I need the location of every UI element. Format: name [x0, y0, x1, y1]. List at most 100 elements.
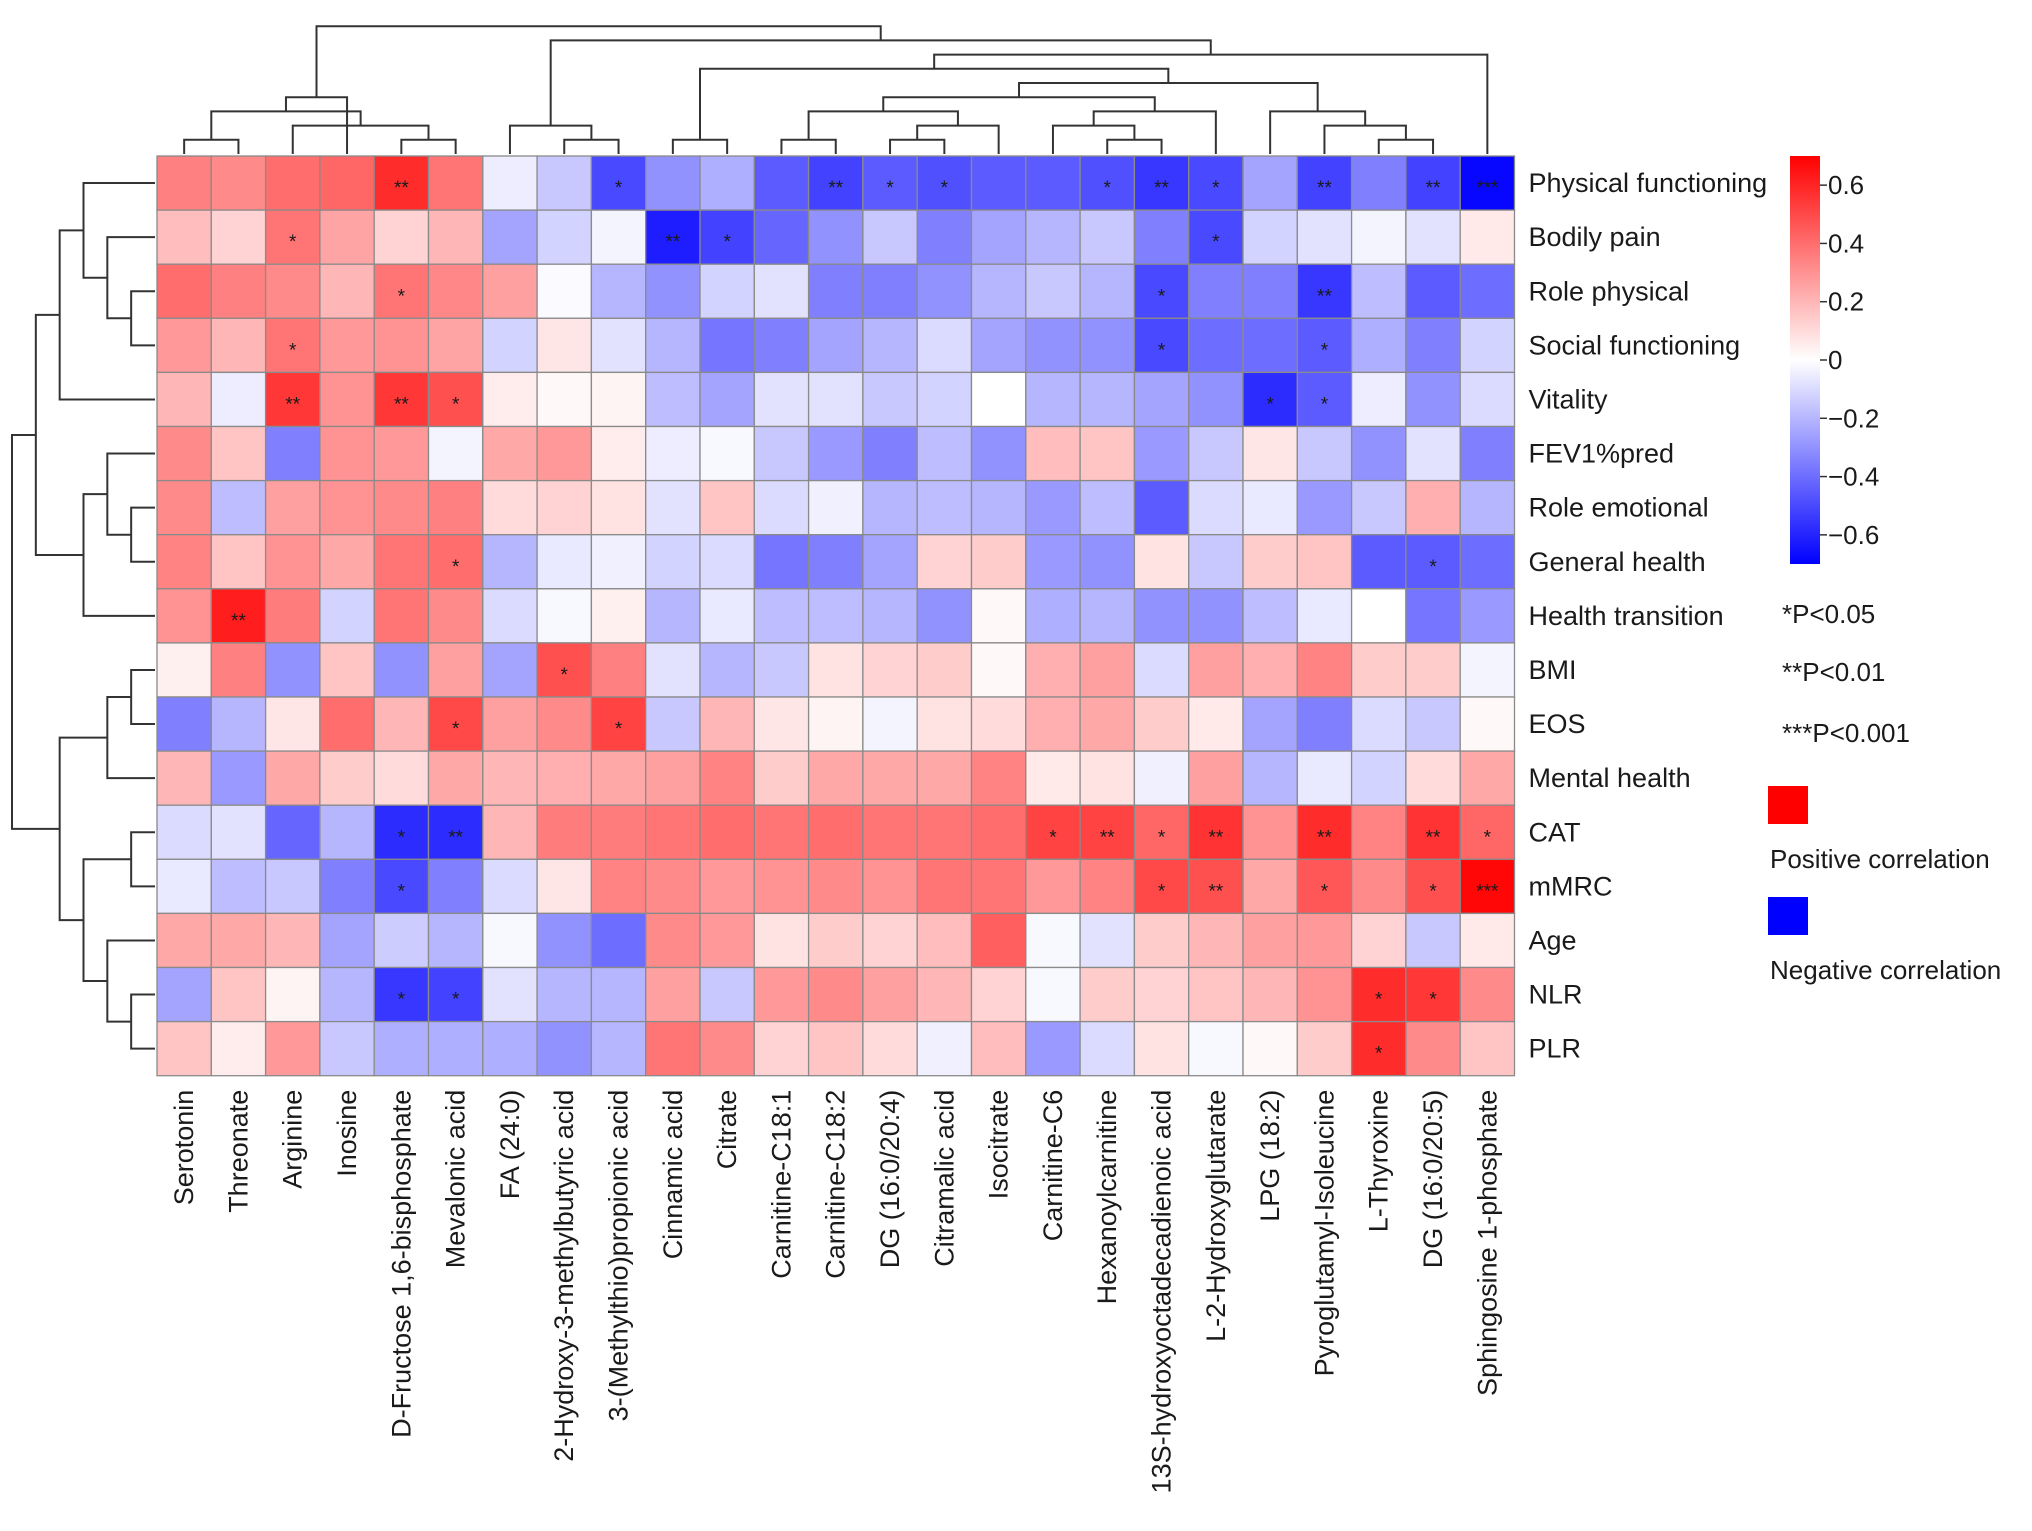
colorbar-tick-label: 0	[1828, 345, 1842, 375]
significance-star: **	[231, 611, 246, 632]
heatmap-cell	[319, 1020, 375, 1077]
heatmap-cell	[916, 317, 973, 374]
heatmap-cell	[536, 263, 593, 319]
heatmap-cell	[482, 534, 538, 590]
heatmap-cell	[1296, 642, 1353, 698]
column-label: Hexanoylcarnitine	[1092, 1090, 1122, 1305]
heatmap-cell	[807, 588, 864, 644]
heatmap-cell	[373, 1020, 430, 1077]
column-label: 2-Hydroxy-3-methylbutyric acid	[549, 1090, 579, 1462]
heatmap-cell	[210, 479, 267, 536]
significance-star: *	[398, 881, 406, 902]
row-label: Bodily pain	[1529, 222, 1661, 252]
heatmap-cell	[264, 534, 321, 590]
heatmap-cell	[1459, 425, 1516, 482]
heatmap-cell	[319, 479, 375, 536]
column-label: FA (24:0)	[495, 1090, 525, 1200]
heatmap-cell	[645, 155, 701, 211]
heatmap-cell	[699, 317, 755, 374]
heatmap-cell	[807, 263, 864, 319]
heatmap-cell	[1405, 479, 1461, 536]
heatmap-cell	[753, 263, 810, 319]
significance-star: *	[1049, 827, 1057, 848]
heatmap-cell	[1459, 588, 1516, 644]
heatmap-cell	[753, 696, 810, 752]
heatmap-cell	[645, 912, 701, 969]
heatmap-cell	[1405, 371, 1461, 428]
heatmap-cell	[1405, 317, 1461, 374]
heatmap-cell	[536, 804, 593, 860]
heatmap-cell	[1350, 696, 1407, 752]
heatmap-cell	[427, 263, 484, 319]
significance-star: *	[615, 719, 623, 740]
colorbar-tick-label: 0.6	[1828, 170, 1864, 200]
heatmap-cell	[1405, 263, 1461, 319]
heatmap-cell	[1242, 371, 1298, 428]
heatmap-cell	[645, 1020, 701, 1077]
heatmap-cell	[210, 263, 267, 319]
heatmap-cell	[699, 750, 755, 806]
significance-star: *	[886, 178, 894, 199]
heatmap-cell	[264, 804, 321, 860]
heatmap-cell	[645, 371, 701, 428]
heatmap-cell	[807, 209, 864, 265]
heatmap-cell	[482, 317, 538, 374]
heatmap-cell	[1405, 155, 1461, 211]
heatmap-cell	[699, 858, 755, 915]
row-label: FEV1%pred	[1529, 439, 1675, 469]
heatmap-cell	[590, 479, 647, 536]
heatmap-cell	[482, 479, 538, 536]
significance-star: *	[1375, 990, 1383, 1011]
heatmap-cell	[1079, 912, 1136, 969]
heatmap-cell	[427, 750, 484, 806]
heatmap-cell	[427, 696, 484, 752]
dendrogram-branch	[1377, 138, 1435, 154]
row-labels: Physical functioning Bodily pain Role phys…	[1529, 168, 1768, 1064]
heatmap-cell	[1350, 155, 1407, 211]
heatmap-cell	[1459, 534, 1516, 590]
heatmap-cell	[1459, 209, 1516, 265]
heatmap-cell	[1350, 588, 1407, 644]
heatmap-cell	[807, 1020, 864, 1077]
heatmap-cell	[319, 209, 375, 265]
row-label: Social functioning	[1529, 330, 1741, 360]
heatmap-cell	[536, 588, 593, 644]
colorbar-ticks: 0.6 0.4 0.2 0 −0.2 −0.4 −0.6	[1820, 170, 1879, 550]
column-label: Citramalic acid	[929, 1090, 959, 1267]
heatmap-cell	[1405, 588, 1461, 644]
column-label: Isocitrate	[984, 1090, 1014, 1200]
heatmap-cell	[753, 155, 810, 211]
heatmap-cell	[210, 750, 267, 806]
heatmap-cell	[427, 1020, 484, 1077]
heatmap-cell	[1242, 1020, 1298, 1077]
heatmap-cell	[1350, 371, 1407, 428]
heatmap-cell	[807, 804, 864, 860]
heatmap-cell	[807, 642, 864, 698]
heatmap-cell	[1133, 209, 1190, 265]
heatmap-cell	[264, 263, 321, 319]
heatmap-cell	[862, 966, 918, 1023]
significance-star: *	[1158, 827, 1166, 848]
heatmap-cell	[156, 1020, 212, 1077]
heatmap-cell	[1242, 588, 1298, 644]
dendrogram-branch	[1092, 110, 1217, 154]
column-label: Pyroglutamyl-Isoleucine	[1309, 1090, 1339, 1377]
heatmap-cell	[645, 750, 701, 806]
heatmap-cell	[916, 750, 973, 806]
heatmap-cell	[1025, 588, 1081, 644]
heatmap-cell	[916, 804, 973, 860]
heatmap-cell	[1242, 155, 1298, 211]
column-label: Carnitine-C6	[1038, 1090, 1068, 1242]
heatmap-cell	[970, 155, 1027, 211]
heatmap-cell	[916, 966, 973, 1023]
column-dendrogram	[183, 25, 1489, 154]
heatmap-cell	[1405, 425, 1461, 482]
heatmap-cell	[590, 750, 647, 806]
heatmap-cell	[1242, 804, 1298, 860]
heatmap-cell	[970, 534, 1027, 590]
heatmap-cell	[373, 912, 430, 969]
significance-star: *	[289, 232, 297, 253]
heatmap-cell	[210, 317, 267, 374]
heatmap-cell	[590, 912, 647, 969]
heatmap-cell	[916, 912, 973, 969]
